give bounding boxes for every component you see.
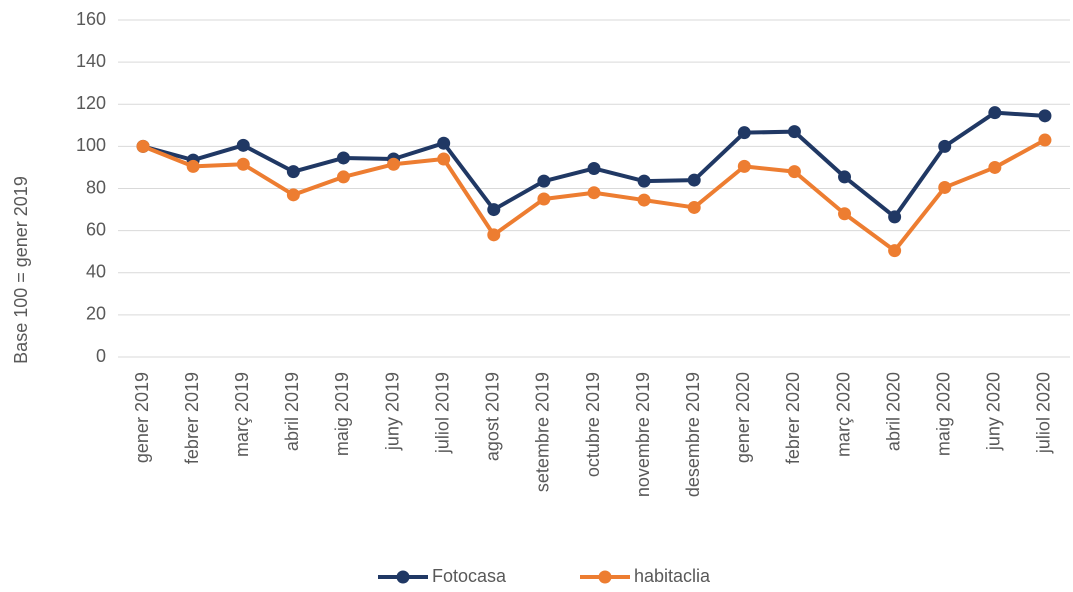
y-tick-label: 80	[86, 177, 106, 197]
x-tick-label: juny 2020	[984, 372, 1004, 451]
x-tick-label: març 2020	[833, 372, 853, 457]
data-point	[888, 210, 902, 224]
data-point	[888, 244, 902, 258]
data-point	[988, 160, 1002, 174]
data-point	[1038, 133, 1052, 147]
data-point	[487, 228, 501, 242]
data-point	[1038, 109, 1052, 123]
data-point	[336, 151, 350, 165]
data-point	[186, 159, 200, 173]
x-tick-label: agost 2019	[483, 372, 503, 461]
data-point	[537, 174, 551, 188]
y-tick-label: 160	[76, 9, 106, 29]
data-point	[286, 165, 300, 179]
x-tick-label: maig 2020	[933, 372, 953, 456]
x-tick-label: abril 2019	[282, 372, 302, 451]
data-point	[236, 157, 250, 171]
x-tick-label: setembre 2019	[533, 372, 553, 492]
y-tick-label: 100	[76, 135, 106, 155]
data-point	[487, 203, 501, 217]
data-point	[236, 138, 250, 152]
data-point	[336, 170, 350, 184]
x-tick-label: juliol 2019	[432, 372, 452, 454]
y-axis-label: Base 100 = gener 2019	[11, 176, 31, 364]
y-tick-label: 120	[76, 93, 106, 113]
y-tick-label: 0	[96, 346, 106, 366]
legend-marker	[396, 570, 410, 584]
y-tick-label: 60	[86, 219, 106, 239]
y-tick-label: 40	[86, 262, 106, 282]
data-point	[938, 139, 952, 153]
x-tick-label: desembre 2019	[683, 372, 703, 497]
x-tick-label: març 2019	[232, 372, 252, 457]
data-point	[637, 174, 651, 188]
data-point	[637, 193, 651, 207]
legend-marker	[598, 570, 612, 584]
data-point	[838, 170, 852, 184]
x-tick-label: febrer 2019	[182, 372, 202, 464]
data-point	[787, 165, 801, 179]
data-point	[737, 126, 751, 140]
data-point	[437, 136, 451, 150]
data-point	[687, 173, 701, 187]
data-point	[737, 159, 751, 173]
x-tick-label: juny 2019	[382, 372, 402, 451]
data-point	[286, 188, 300, 202]
data-point	[587, 186, 601, 200]
data-point	[687, 200, 701, 214]
x-tick-label: febrer 2020	[783, 372, 803, 464]
data-point	[787, 125, 801, 139]
x-tick-label: octubre 2019	[583, 372, 603, 477]
x-tick-label: juliol 2020	[1034, 372, 1054, 454]
legend-label: Fotocasa	[432, 566, 507, 586]
data-point	[136, 139, 150, 153]
x-tick-label: abril 2020	[883, 372, 903, 451]
legend-label: habitaclia	[634, 566, 711, 586]
data-point	[988, 106, 1002, 120]
data-point	[938, 180, 952, 194]
x-tick-label: gener 2019	[132, 372, 152, 463]
x-tick-label: gener 2020	[733, 372, 753, 463]
data-point	[838, 207, 852, 221]
x-tick-label: maig 2019	[332, 372, 352, 456]
y-tick-label: 140	[76, 51, 106, 71]
y-tick-label: 20	[86, 304, 106, 324]
x-tick-label: novembre 2019	[633, 372, 653, 497]
data-point	[537, 192, 551, 206]
data-point	[387, 157, 401, 171]
data-point	[437, 152, 451, 166]
data-point	[587, 161, 601, 175]
